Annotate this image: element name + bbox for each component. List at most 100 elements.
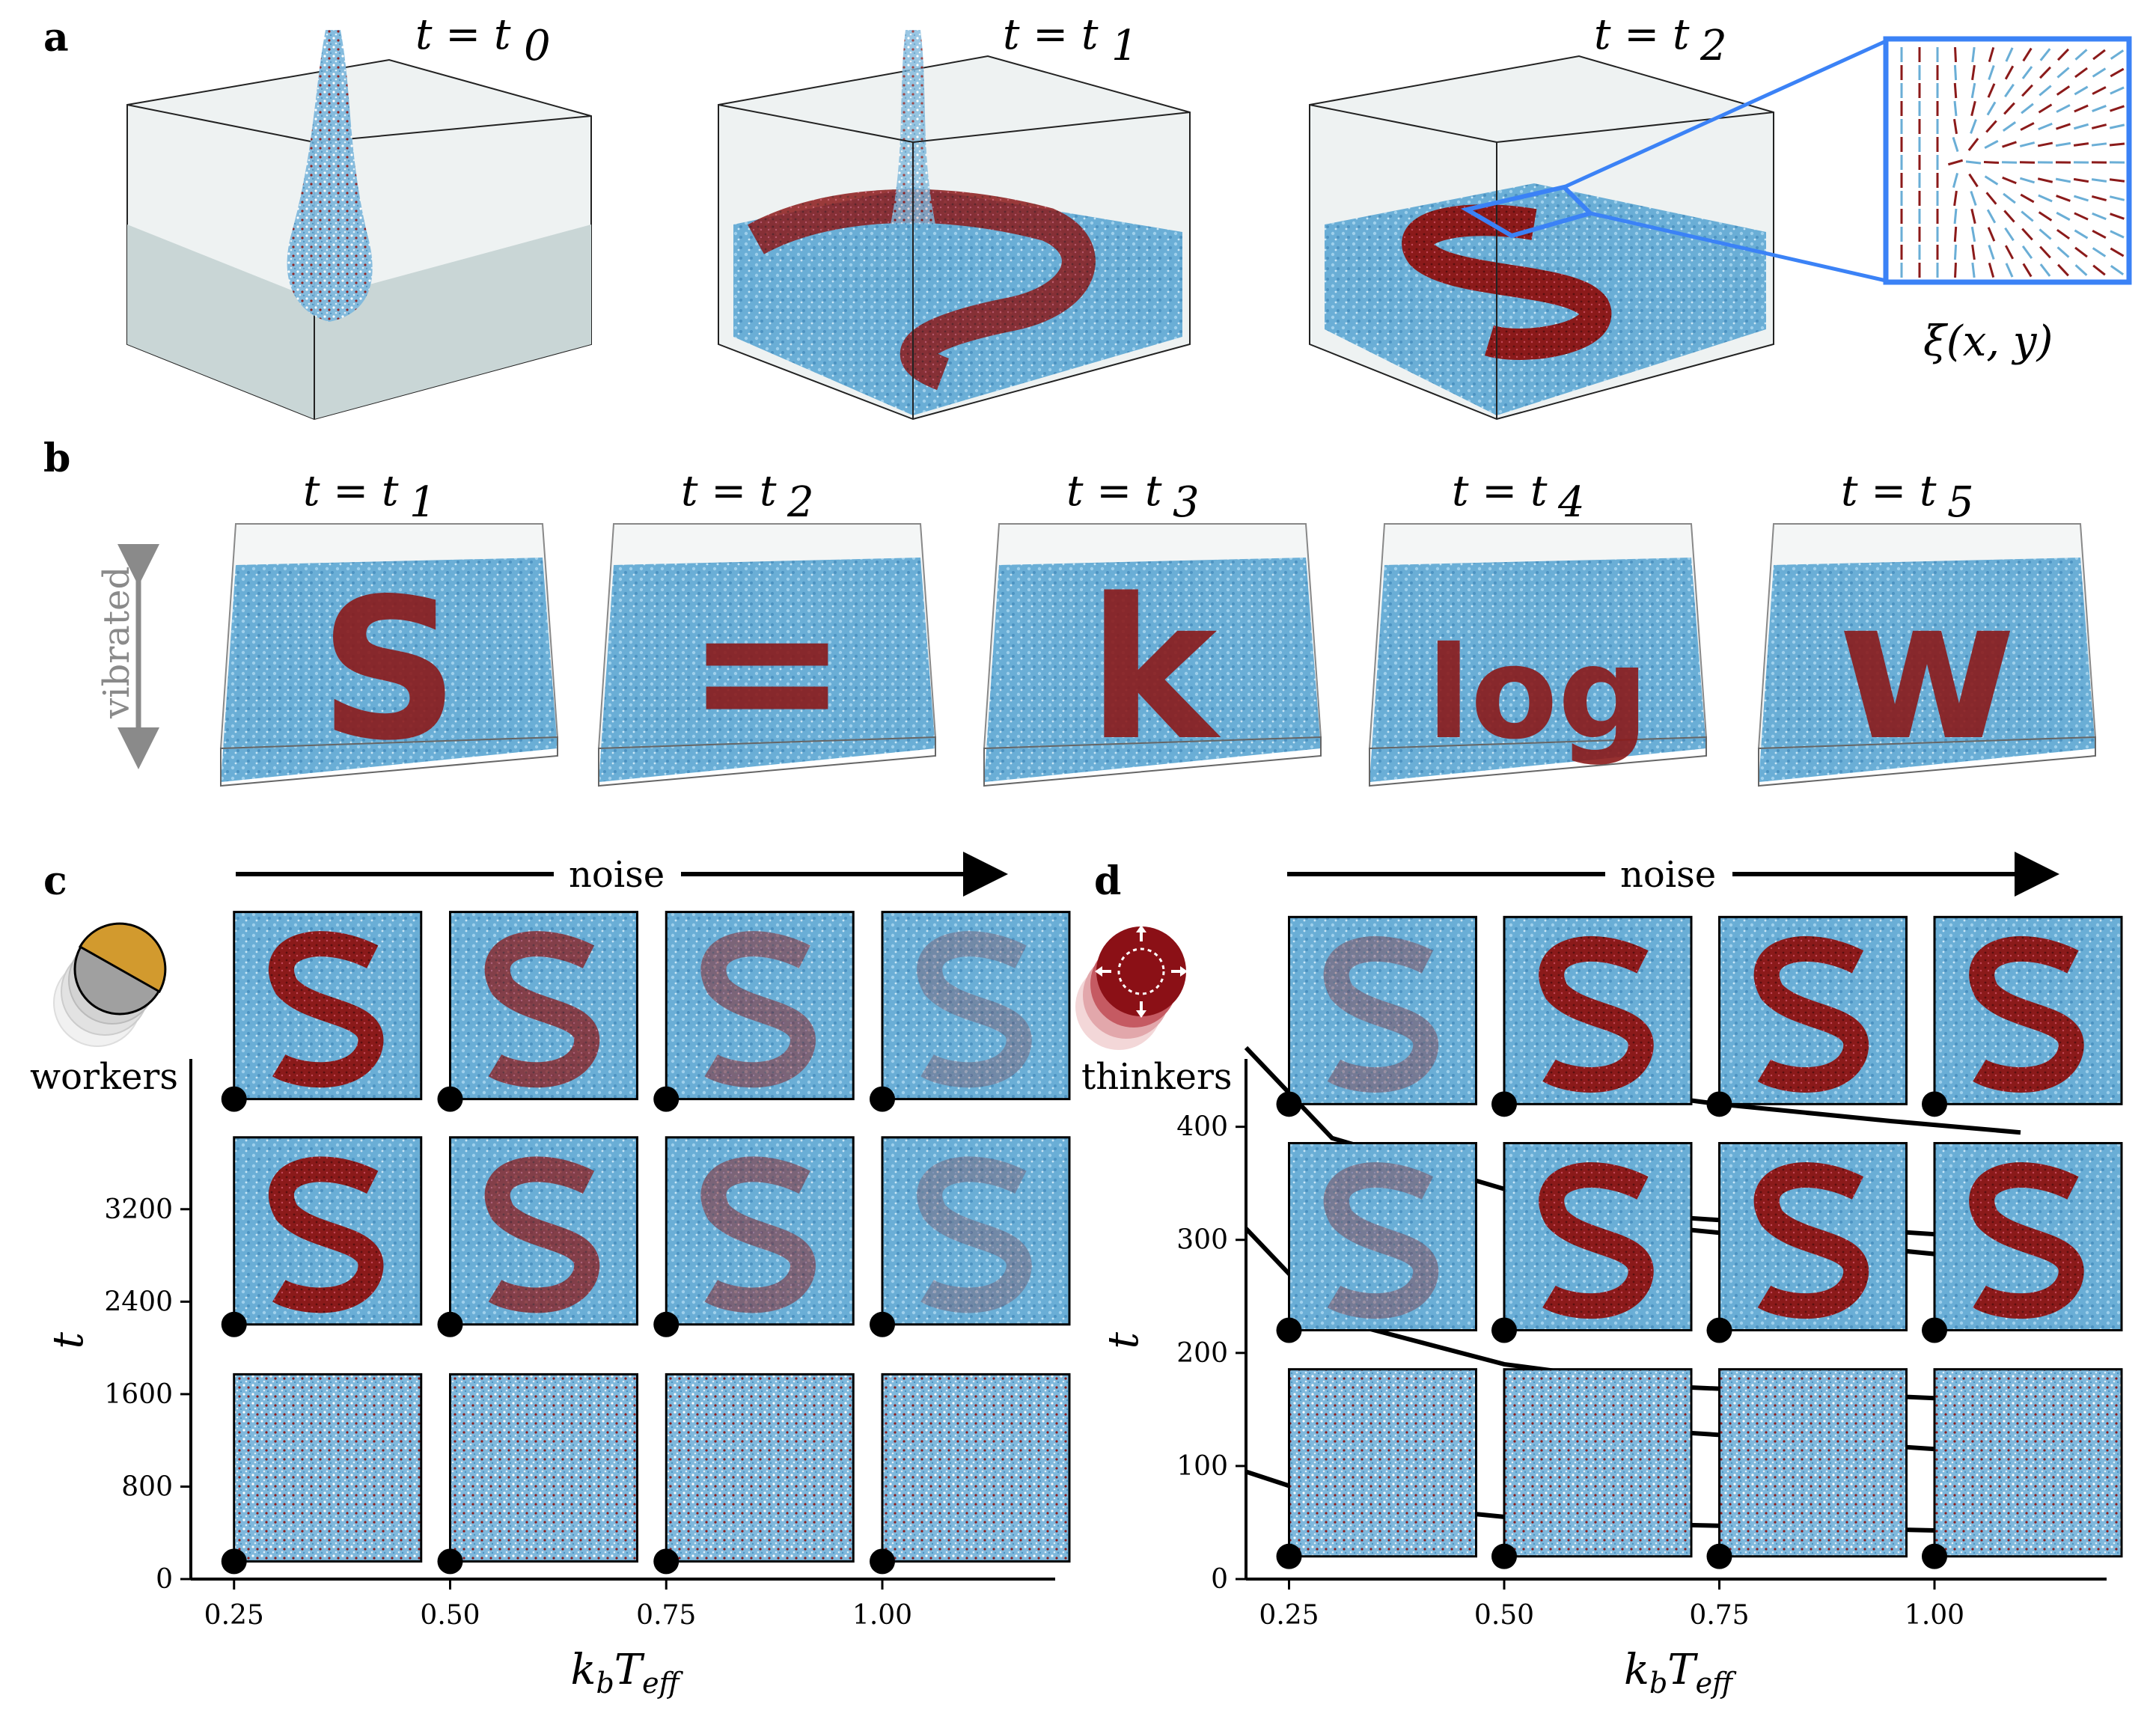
field-vector <box>2074 67 2088 79</box>
workers-icon <box>53 922 167 1047</box>
field-vector <box>1965 160 1982 165</box>
xtick-d-2: 0.75 <box>1689 1600 1749 1631</box>
field-vector <box>2056 228 2071 240</box>
field-vector <box>1954 262 1957 278</box>
snapshot-tile <box>1922 915 2123 1117</box>
ytick-d-4: 400 <box>1176 1112 1228 1143</box>
vector-field-label: ξ(x, y) <box>1923 317 2053 366</box>
field-vector <box>2019 177 2036 184</box>
field-vector <box>2056 85 2071 96</box>
xtick-d-1: 0.50 <box>1474 1600 1534 1631</box>
snapshot-tile <box>1706 915 1908 1117</box>
snapshot-tile <box>653 911 855 1112</box>
field-vector <box>2022 263 2033 278</box>
field-vector <box>1970 119 1977 134</box>
field-vector <box>1986 209 1997 224</box>
field-vector <box>2091 123 2107 129</box>
xtick-c-3: 1.00 <box>852 1600 912 1631</box>
field-vector <box>1953 190 1958 207</box>
field-vector <box>2092 229 2107 239</box>
field-vector <box>2021 84 2033 97</box>
snapshot-tile <box>870 1373 1071 1575</box>
ytick-c-3: 2400 <box>104 1286 173 1317</box>
data-point <box>1922 1091 1947 1117</box>
field-vector <box>2037 141 2053 147</box>
field-vector <box>1984 139 1999 150</box>
ytick-d-2: 200 <box>1176 1338 1228 1369</box>
field-vector <box>2055 141 2071 147</box>
xlabel-d: kbTeff <box>1624 1646 1737 1700</box>
shape-glyph-3: log <box>1427 620 1649 768</box>
field-vector <box>2021 245 2033 259</box>
field-vector <box>1988 245 1995 260</box>
field-vector <box>1954 46 1957 63</box>
field-vector <box>1968 173 1979 188</box>
field-vector <box>1953 208 1958 225</box>
field-vector <box>2056 123 2071 130</box>
field-vector <box>2037 177 2053 183</box>
field-vector <box>2092 105 2107 112</box>
field-vector <box>2002 120 2017 132</box>
shape-glyph-4: w <box>1837 558 2017 784</box>
snapshot-tile <box>1922 1368 2123 1569</box>
field-vector <box>2004 65 2015 80</box>
field-vector <box>2021 66 2033 79</box>
data-point <box>221 1548 247 1575</box>
time-sub-b-4: 5 <box>1947 478 1974 527</box>
field-vector <box>2003 192 2016 204</box>
field-vector <box>2055 177 2071 183</box>
field-vector <box>2056 48 2070 61</box>
panel-a: a t = t 0 t = t 1 t <box>43 10 2132 421</box>
thinkers-icon <box>1075 925 1188 1050</box>
ytick-d-1: 100 <box>1176 1451 1228 1482</box>
data-point <box>1276 1317 1302 1343</box>
panel-letter-a: a <box>43 15 69 61</box>
snapshot-tile <box>1491 1142 1693 1343</box>
snapshot-tile <box>1922 1142 2123 1343</box>
panel-c: c noise workers 0 800 1600 2400 3200 0.25 0.50… <box>30 849 1071 1700</box>
field-vector <box>2074 212 2089 221</box>
time-sub-a-0: 0 <box>524 22 551 70</box>
data-point <box>1706 1091 1732 1117</box>
field-vector <box>2002 141 2017 148</box>
time-label-b-3: t = t <box>1452 467 1548 516</box>
snapshot-tile <box>437 1136 638 1337</box>
field-vector <box>2039 66 2051 79</box>
field-vector <box>1987 83 1996 98</box>
field-vector <box>1947 159 1964 166</box>
snapshot-tile <box>221 1136 423 1337</box>
vector-field-inset <box>1883 36 2132 285</box>
time-label-b-0: t = t <box>303 467 399 516</box>
data-point <box>1276 1091 1302 1117</box>
field-vector <box>1987 227 1996 242</box>
xtick-d-3: 1.00 <box>1905 1600 1964 1631</box>
field-vector <box>2056 246 2070 258</box>
data-point <box>1276 1543 1302 1569</box>
field-vector <box>2110 67 2125 78</box>
data-point <box>870 1086 895 1112</box>
data-point <box>653 1311 680 1337</box>
data-point <box>1491 1543 1517 1569</box>
field-vector <box>2074 85 2089 96</box>
snapshot-tile <box>653 1136 855 1337</box>
field-vector <box>2005 47 2014 62</box>
data-point <box>870 1548 895 1575</box>
field-vector <box>2039 48 2051 61</box>
field-vector <box>1971 262 1976 278</box>
field-vector <box>1970 226 1976 242</box>
snapshot-tile <box>437 911 638 1112</box>
field-vector <box>1952 172 1959 189</box>
data-point <box>1706 1317 1732 1343</box>
field-vector <box>2074 264 2088 276</box>
field-vector <box>2056 104 2071 113</box>
panel-a-box-t1 <box>718 30 1191 421</box>
noise-label-c: noise <box>569 854 665 896</box>
data-point <box>1491 1091 1517 1117</box>
field-vector <box>2020 122 2035 131</box>
field-vector <box>2004 245 2015 260</box>
field-vector <box>2039 263 2051 277</box>
snapshot-tile <box>1276 1368 1477 1569</box>
field-vector <box>1984 175 1999 186</box>
